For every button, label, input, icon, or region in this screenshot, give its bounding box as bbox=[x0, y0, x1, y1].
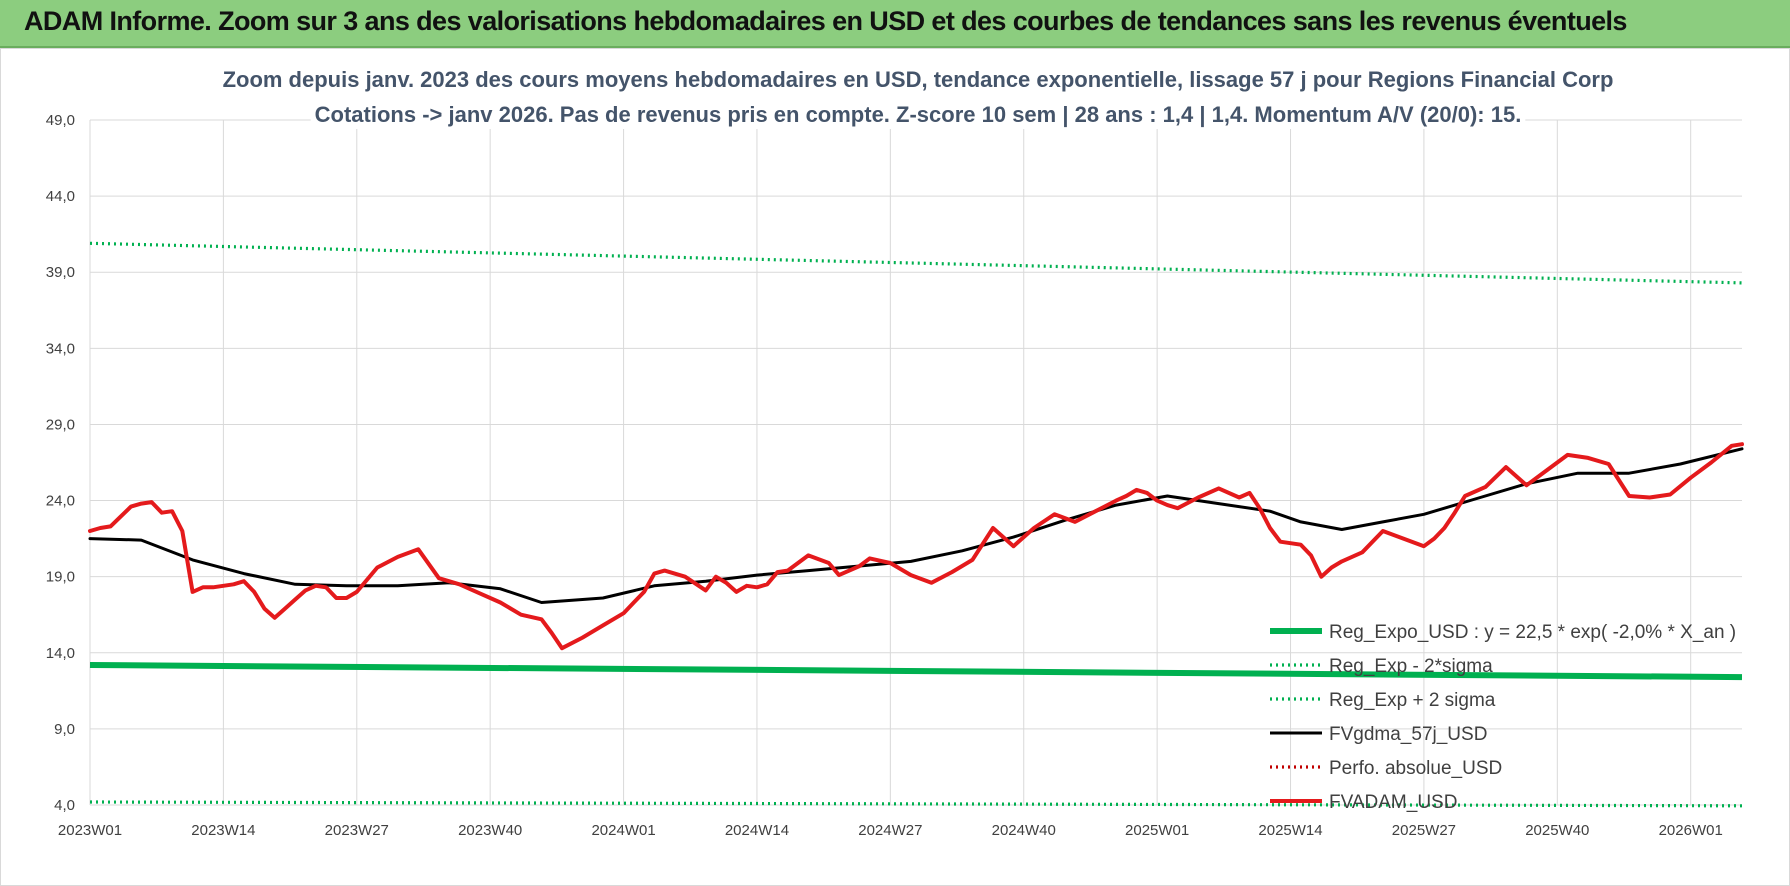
legend-label-ma: FVgdma_57j_USD bbox=[1329, 724, 1487, 745]
chart-title-background bbox=[310, 100, 1526, 129]
y-tick-label: 49,0 bbox=[46, 112, 75, 129]
y-tick-label: 14,0 bbox=[46, 645, 75, 662]
legend-label-lower: Reg_Exp - 2*sigma bbox=[1329, 656, 1493, 677]
y-tick-label: 9,0 bbox=[54, 721, 75, 738]
x-tick-label: 2025W14 bbox=[1258, 822, 1322, 839]
x-tick-label: 2025W40 bbox=[1525, 822, 1589, 839]
y-tick-label: 34,0 bbox=[46, 340, 75, 357]
y-tick-label: 19,0 bbox=[46, 569, 75, 586]
y-tick-label: 4,0 bbox=[54, 797, 75, 814]
x-tick-label: 2023W40 bbox=[458, 822, 522, 839]
x-tick-label: 2023W27 bbox=[325, 822, 389, 839]
x-tick-label: 2023W14 bbox=[191, 822, 255, 839]
x-tick-label: 2025W27 bbox=[1392, 822, 1456, 839]
legend-label-upper: Reg_Exp + 2 sigma bbox=[1329, 690, 1496, 711]
x-tick-label: 2024W14 bbox=[725, 822, 789, 839]
series-line-upper bbox=[89, 241, 1743, 285]
y-tick-label: 24,0 bbox=[46, 493, 75, 510]
legend-label-reg: Reg_Expo_USD : y = 22,5 * exp( -2,0% * X… bbox=[1329, 622, 1736, 643]
chart-title-background bbox=[218, 65, 1618, 94]
series-line-reg bbox=[89, 662, 1743, 681]
x-tick-label: 2024W27 bbox=[858, 822, 922, 839]
x-tick-label: 2025W01 bbox=[1125, 822, 1189, 839]
chart-title: Zoom depuis janv. 2023 des cours moyens … bbox=[223, 67, 1614, 92]
x-tick-label: 2024W01 bbox=[591, 822, 655, 839]
chart-frame: 49,0 44,0 39,0 34,0 29,0 24,0 19,0 14,0 9,0 4,0 20… bbox=[0, 48, 1790, 886]
y-tick-label: 44,0 bbox=[46, 188, 75, 205]
legend-label-perf: Perfo. absolue_USD bbox=[1329, 758, 1502, 779]
x-tick-label: 2026W01 bbox=[1659, 822, 1723, 839]
x-tick-label: 2023W01 bbox=[58, 822, 122, 839]
legend-label-price: FVADAM_USD bbox=[1329, 792, 1457, 813]
chart-title: Cotations -> janv 2026. Pas de revenus p… bbox=[315, 102, 1522, 127]
y-tick-label: 29,0 bbox=[46, 416, 75, 433]
series-line-price bbox=[88, 442, 1744, 651]
header-bar: ADAM Informe. Zoom sur 3 ans des valoris… bbox=[0, 0, 1790, 48]
page-title: ADAM Informe. Zoom sur 3 ans des valoris… bbox=[24, 6, 1627, 36]
chart: 49,0 44,0 39,0 34,0 29,0 24,0 19,0 14,0 9,0 4,0 20… bbox=[46, 65, 1744, 839]
series-line-ma bbox=[88, 447, 1744, 604]
y-tick-label: 39,0 bbox=[46, 264, 75, 281]
x-tick-label: 2024W40 bbox=[992, 822, 1056, 839]
